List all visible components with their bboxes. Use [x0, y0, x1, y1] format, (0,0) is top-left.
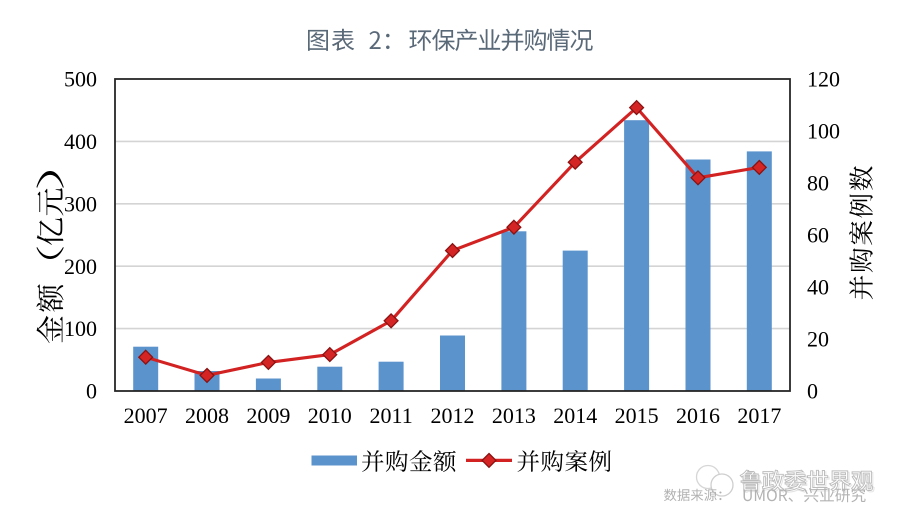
svg-text:400: 400	[64, 129, 97, 154]
svg-text:80: 80	[807, 171, 829, 196]
svg-text:2016: 2016	[676, 403, 720, 428]
svg-text:0: 0	[86, 379, 97, 404]
svg-text:120: 120	[807, 67, 840, 92]
svg-text:100: 100	[64, 316, 97, 341]
svg-text:20: 20	[807, 327, 829, 352]
svg-text:40: 40	[807, 275, 829, 300]
svg-text:2014: 2014	[553, 403, 597, 428]
svg-text:2011: 2011	[370, 403, 413, 428]
svg-text:2012: 2012	[431, 403, 475, 428]
svg-text:500: 500	[64, 67, 97, 92]
svg-text:2008: 2008	[185, 403, 229, 428]
svg-text:0: 0	[807, 379, 818, 404]
svg-text:100: 100	[807, 119, 840, 144]
svg-text:2015: 2015	[615, 403, 659, 428]
svg-text:2017: 2017	[737, 403, 781, 428]
svg-text:2009: 2009	[246, 403, 290, 428]
svg-text:2010: 2010	[308, 403, 352, 428]
svg-text:2013: 2013	[492, 403, 536, 428]
svg-text:300: 300	[64, 191, 97, 216]
svg-text:2007: 2007	[124, 403, 168, 428]
svg-text:200: 200	[64, 254, 97, 279]
svg-text:60: 60	[807, 223, 829, 248]
